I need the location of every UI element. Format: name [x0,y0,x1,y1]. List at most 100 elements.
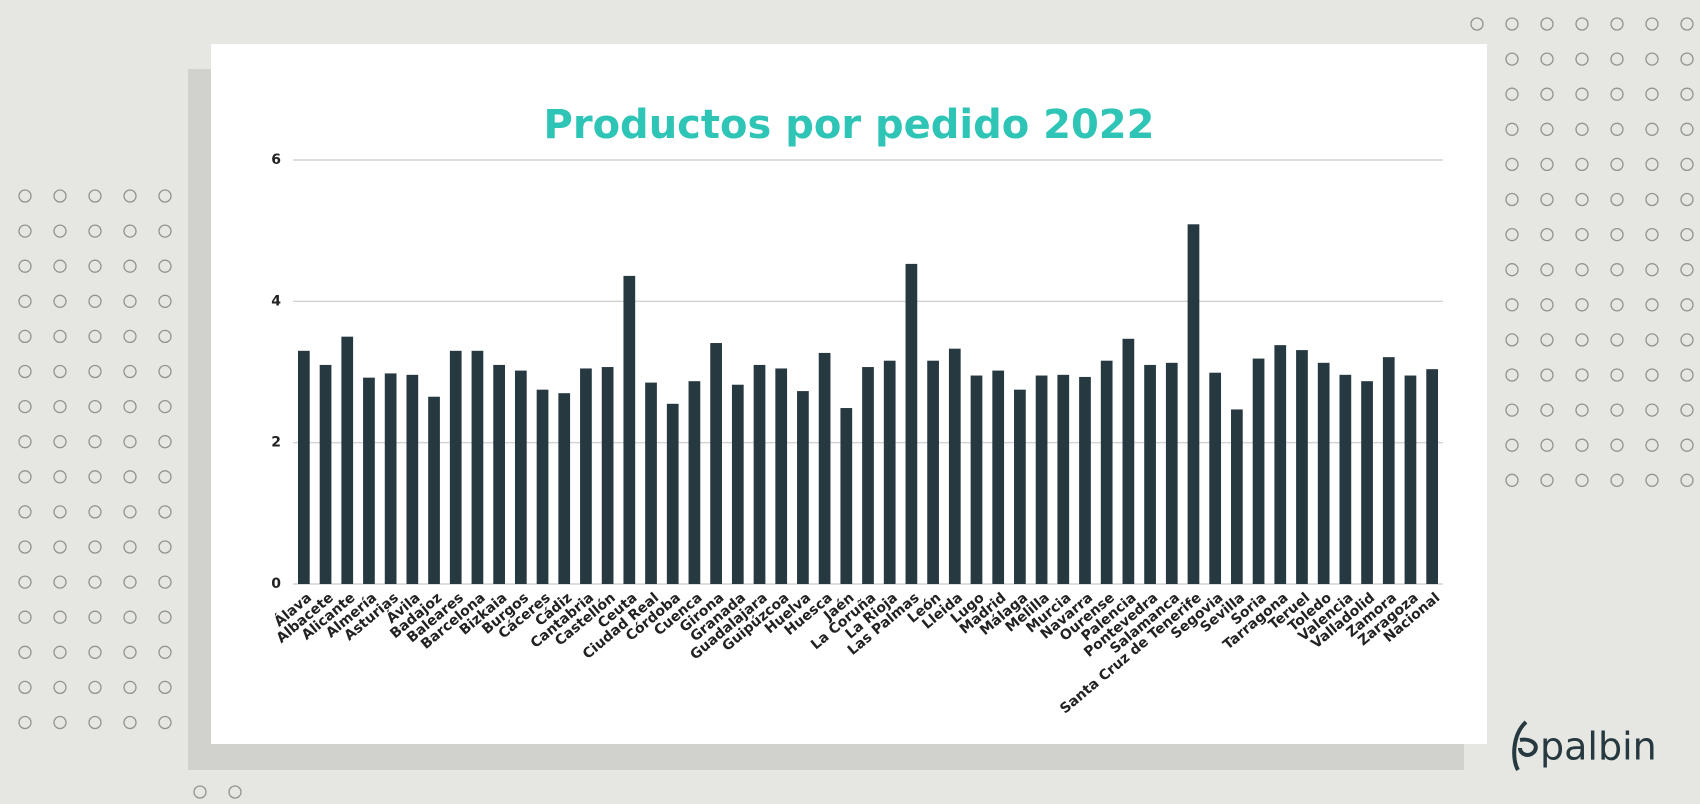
decor-dot [53,645,67,659]
decor-dot [158,505,172,519]
decor-dot [123,540,137,554]
bar [927,360,939,584]
decor-dot [53,610,67,624]
bar [840,408,853,584]
decor-dot [1680,333,1694,347]
decor-dot [1575,263,1589,277]
decor-dot [1505,403,1519,417]
bar [1231,409,1243,584]
decor-dot [1540,368,1554,382]
bar [623,275,636,584]
decor-dot [1610,157,1624,172]
decor-dot [123,435,137,449]
decor-dot [1540,87,1554,101]
decor-dot [1610,227,1624,242]
decor-dot [18,435,32,449]
bar [1426,369,1439,584]
decor-dot [1645,227,1659,242]
bar [883,360,896,584]
decor-dot [1610,122,1624,136]
decor-dot [1540,52,1554,66]
bar [363,377,375,584]
bar [1317,362,1330,584]
decor-dot [1540,473,1554,487]
bar [471,350,484,584]
decor-dot [1540,192,1554,207]
decor-dot [53,294,67,308]
decor-dot [53,189,67,203]
bar [1057,374,1070,584]
decor-dot [1645,438,1659,452]
decor-dot [1680,403,1694,417]
decor-dot [18,575,32,589]
bar [1187,224,1200,584]
decor-dot [123,575,137,589]
decor-dot [1645,192,1659,207]
bar [1014,389,1026,584]
decor-dot [123,680,137,695]
bar [862,367,874,584]
decor-dot [88,329,102,344]
decor-dot [1575,333,1589,347]
decor-dot [18,259,32,273]
bar [319,364,332,584]
decor-dot [88,259,102,273]
bar [688,381,701,584]
decor-dot [158,575,172,589]
decor-dot [1575,87,1589,101]
decor-dot [1610,438,1624,452]
decor-dot [1645,473,1659,487]
y-tick-label: 0 [271,576,281,592]
decor-dot [158,470,172,484]
bar [406,374,419,584]
decor-dot [88,645,102,659]
decor-dot [88,435,102,449]
decor-dot [1610,403,1624,417]
decor-dot [1575,17,1589,31]
decor-dot [158,645,172,659]
bar [731,384,744,584]
decor-dot [1505,157,1519,172]
decor-dot [1505,122,1519,136]
bar [710,343,722,584]
decor-dot [88,224,102,238]
decor-dot [53,505,67,519]
decor-dot [123,189,137,203]
decor-dot [1680,52,1694,66]
decor-dot [1575,473,1589,487]
decor-dot [18,364,32,379]
decor-dot [158,294,172,308]
decor-dot [1645,368,1659,382]
bar [341,336,354,584]
bar [536,389,549,584]
bar [818,352,831,584]
decor-dot [1505,298,1519,312]
bar [1079,376,1091,584]
decor-dot [88,399,102,414]
decor-dot [88,680,102,695]
decor-dot [123,645,137,659]
decor-dot [123,294,137,308]
decor-dot [158,399,172,414]
decor-dot [1680,368,1694,382]
decor-dot [1575,52,1589,66]
decor-dot [88,715,102,730]
decor-dot [123,259,137,273]
decor-dot [1575,368,1589,382]
decor-dot [1610,473,1624,487]
decor-dot [88,189,102,203]
decor-dot [53,399,67,414]
bar [1209,372,1222,584]
decor-dot [1540,298,1554,312]
decor-dot [18,189,32,203]
bar [1274,345,1287,584]
chart-title: Productos por pedido 2022 [544,102,1155,148]
decor-dot [1610,17,1624,31]
decor-dot [1680,473,1694,487]
decor-dot [1505,52,1519,66]
decor-dot [53,680,67,695]
decor-dot [88,610,102,624]
decor-dot [1645,298,1659,312]
decor-dot [1680,87,1694,101]
decor-dot [88,364,102,379]
